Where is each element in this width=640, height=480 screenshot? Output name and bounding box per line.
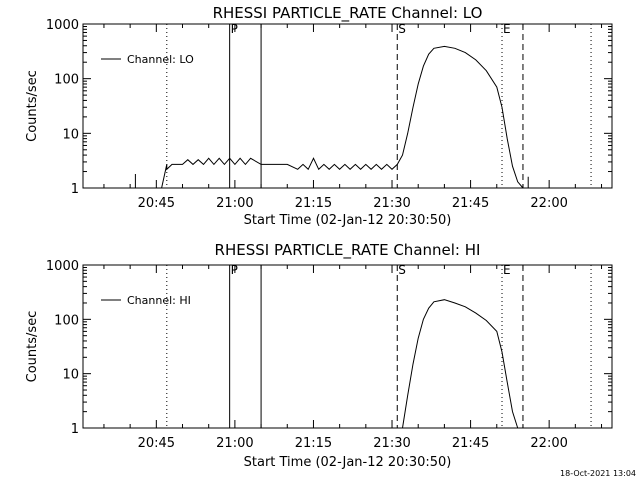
y-tick-label: 10: [62, 127, 79, 142]
x-axis-label: Start Time (02-Jan-12 20:30:50): [244, 455, 452, 470]
chart-panel-2: RHESSI PARTICLE_RATE Channel: HI 1 10 100 10…: [25, 241, 613, 470]
x-tick-label: 21:30: [373, 196, 410, 211]
event-marker-label: S: [398, 263, 406, 277]
chart-panel-1: RHESSI PARTICLE_RATE Channel: LO 1 10 100 10…: [25, 4, 613, 228]
y-tick-label: 10: [62, 368, 79, 383]
y-tick-label: 1: [71, 422, 79, 437]
x-tick-label: 21:15: [295, 196, 332, 211]
event-marker-label: P: [231, 263, 238, 277]
x-tick-label: 20:45: [138, 436, 175, 451]
chart-title: RHESSI PARTICLE_RATE Channel: LO: [213, 4, 483, 23]
x-axis-label: Start Time (02-Jan-12 20:30:50): [244, 213, 452, 228]
x-tick-label: 22:00: [530, 436, 567, 451]
y-axis-label: Counts/sec: [25, 70, 40, 142]
event-marker-label: S: [398, 22, 406, 36]
plot-frame: [82, 264, 613, 429]
x-tick-label: 21:30: [373, 436, 410, 451]
plot-frame: [82, 23, 613, 189]
legend-label: Channel: HI: [127, 294, 191, 307]
y-tick-label: 100: [54, 73, 79, 88]
event-marker-label: P: [231, 22, 238, 36]
footer-timestamp: 18-Oct-2021 13:04: [560, 469, 636, 478]
y-tick-label: 1000: [46, 18, 79, 33]
x-tick-label: 21:45: [452, 196, 489, 211]
chart-panels: RHESSI PARTICLE_RATE Channel: LO 1 10 100 10…: [25, 4, 613, 470]
y-tick-label: 1000: [46, 259, 79, 274]
x-tick-label: 21:00: [216, 436, 253, 451]
x-tick-label: 21:45: [452, 436, 489, 451]
x-tick-label: 20:45: [138, 196, 175, 211]
y-axis-label: Counts/sec: [25, 311, 40, 383]
x-tick-label: 22:00: [530, 196, 567, 211]
y-tick-label: 1: [71, 182, 79, 197]
chart-title: RHESSI PARTICLE_RATE Channel: HI: [215, 241, 481, 260]
legend-label: Channel: LO: [127, 53, 194, 66]
series-line-1-segment-1: [402, 299, 519, 429]
event-marker-label: E: [503, 263, 511, 277]
x-tick-label: 21:00: [216, 196, 253, 211]
event-marker-label: E: [503, 22, 511, 36]
series-line-1-segment-2: [161, 45, 524, 189]
x-tick-label: 21:15: [295, 436, 332, 451]
y-tick-label: 100: [54, 313, 79, 328]
